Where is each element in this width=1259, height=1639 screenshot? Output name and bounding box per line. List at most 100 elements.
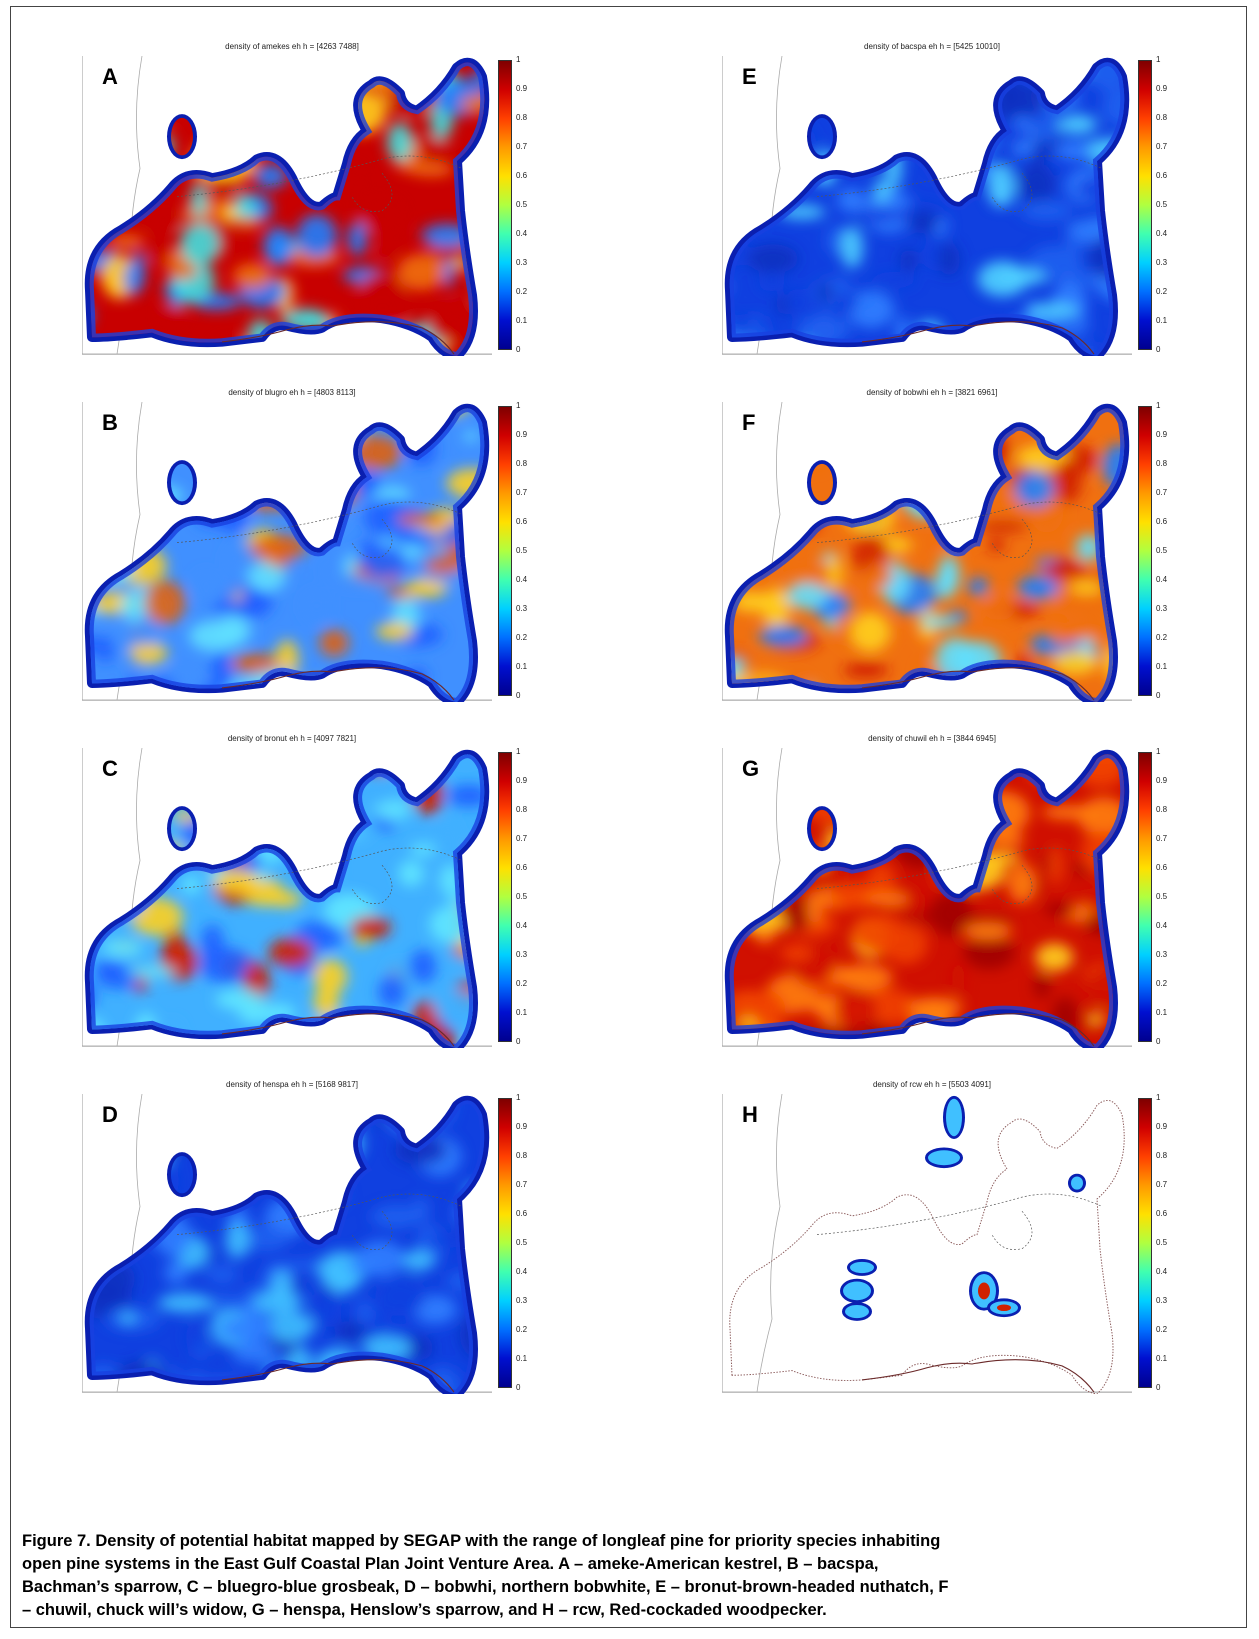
density-map (82, 748, 492, 1048)
colorbar-tick-label: 0.1 (516, 316, 528, 325)
colorbar-tick-label: 1 (1156, 1093, 1161, 1102)
map-panel-g: density of chuwil eh h = [3844 6945] G 1 0.… (722, 734, 1222, 1064)
colorbar-tick-label: 1 (516, 55, 521, 64)
colorbar-tick-label: 0.2 (516, 287, 528, 296)
colorbar-tick-label: 0.4 (516, 575, 528, 584)
colorbar-tick-label: 0.1 (516, 1008, 528, 1017)
colorbar-tick-label: 0.7 (1156, 142, 1168, 151)
colorbar-tick-label: 1 (1156, 401, 1161, 410)
colorbar-tick-label: 0.7 (516, 488, 528, 497)
colorbar-tick-label: 0.6 (516, 1209, 528, 1218)
colorbar-tick-label: 0.4 (516, 229, 528, 238)
panel-title: density of bronut eh h = [4097 7821] (227, 734, 357, 743)
colorbar-tick-label: 0.3 (1156, 950, 1168, 959)
density-map (722, 748, 1132, 1048)
colorbar-tick-label: 0.3 (516, 1296, 528, 1305)
density-map (722, 56, 1132, 356)
colorbar-tick-label: 0.4 (1156, 921, 1168, 930)
colorbar-tick-label: 0.3 (516, 604, 528, 613)
map-panel-a: density of amekes eh h = [4263 7488] A 1 0.… (82, 42, 582, 372)
density-map (722, 402, 1132, 702)
colorbar (498, 60, 512, 350)
colorbar-tick-label: 0.4 (1156, 229, 1168, 238)
colorbar-tick-label: 0.7 (516, 1180, 528, 1189)
panel-letter: B (102, 410, 118, 435)
colorbar-tick-label: 0.6 (1156, 863, 1168, 872)
map-panel-f: density of bobwhi eh h = [3821 6961] F 1 0.… (722, 388, 1222, 718)
colorbar-tick-label: 0 (1156, 1037, 1161, 1046)
panel-letter: C (102, 756, 118, 781)
colorbar (1138, 406, 1152, 696)
colorbar-tick-label: 0.2 (1156, 1325, 1168, 1334)
colorbar-tick-label: 0.2 (1156, 633, 1168, 642)
panel-letter: A (102, 64, 118, 89)
colorbar-tick-label: 1 (516, 401, 521, 410)
colorbar-tick-label: 0.8 (1156, 805, 1168, 814)
panel-letter: D (102, 1102, 118, 1127)
colorbar-tick-label: 0.8 (516, 459, 528, 468)
density-map (82, 56, 492, 356)
colorbar (498, 752, 512, 1042)
density-map (82, 402, 492, 702)
colorbar (1138, 1098, 1152, 1388)
panel-title: density of chuwil eh h = [3844 6945] (868, 734, 996, 743)
colorbar-tick-label: 0.6 (516, 171, 528, 180)
colorbar-tick-label: 0.5 (516, 892, 528, 901)
caption-line: Bachman’s sparrow, C – bluegro-blue gros… (22, 1578, 949, 1596)
map-panel-b: density of blugro eh h = [4803 8113] B 1 0.… (82, 388, 582, 718)
colorbar-tick-label: 0.6 (1156, 171, 1168, 180)
colorbar-tick-label: 0.9 (1156, 84, 1168, 93)
colorbar-tick-label: 0.4 (516, 921, 528, 930)
colorbar-tick-label: 0.1 (516, 662, 528, 671)
panel-title: density of rcw eh h = [5503 4091] (872, 1080, 992, 1089)
colorbar-tick-label: 0 (1156, 691, 1161, 700)
panel-title: density of henspa eh h = [5168 9817] (226, 1080, 358, 1089)
panel-letter: H (742, 1102, 758, 1127)
colorbar-tick-label: 0.5 (1156, 1238, 1168, 1247)
panel-letter: G (742, 756, 760, 781)
colorbar-tick-label: 0.5 (1156, 200, 1168, 209)
colorbar-tick-label: 0.8 (516, 805, 528, 814)
colorbar-tick-label: 0.9 (516, 430, 528, 439)
panel-title: density of bobwhi eh h = [3821 6961] (866, 388, 998, 397)
colorbar-tick-label: 0 (516, 691, 521, 700)
colorbar-tick-label: 0.5 (516, 200, 528, 209)
colorbar-tick-label: 0.8 (1156, 1151, 1168, 1160)
colorbar-tick-label: 0.3 (1156, 604, 1168, 613)
colorbar-tick-label: 0.7 (516, 834, 528, 843)
colorbar-tick-label: 0.3 (516, 258, 528, 267)
colorbar-tick-label: 0.7 (1156, 1180, 1168, 1189)
colorbar-tick-label: 0 (516, 345, 521, 354)
colorbar-tick-label: 0.3 (516, 950, 528, 959)
colorbar-tick-label: 0.3 (1156, 1296, 1168, 1305)
colorbar-tick-label: 0 (1156, 345, 1161, 354)
figure-caption: Figure 7. Density of potential habitat m… (22, 1530, 1232, 1622)
colorbar-tick-label: 0.2 (516, 633, 528, 642)
colorbar-tick-label: 0.6 (516, 517, 528, 526)
colorbar-tick-label: 0.8 (1156, 113, 1168, 122)
caption-line: – chuwil, chuck will’s widow, G – henspa… (22, 1601, 827, 1619)
colorbar-tick-label: 1 (516, 1093, 521, 1102)
colorbar-tick-label: 0.5 (1156, 892, 1168, 901)
colorbar-tick-label: 0.5 (516, 1238, 528, 1247)
colorbar-tick-label: 0.6 (516, 863, 528, 872)
caption-line: open pine systems in the East Gulf Coast… (22, 1555, 879, 1573)
colorbar-tick-label: 0.6 (1156, 1209, 1168, 1218)
colorbar-tick-label: 0.1 (1156, 662, 1168, 671)
colorbar (1138, 60, 1152, 350)
panel-title: density of bacspa eh h = [5425 10010] (864, 42, 1000, 51)
colorbar-tick-label: 0.5 (516, 546, 528, 555)
colorbar (498, 1098, 512, 1388)
colorbar-tick-label: 0.3 (1156, 258, 1168, 267)
panel-title: density of amekes eh h = [4263 7488] (225, 42, 359, 51)
colorbar-tick-label: 0.1 (1156, 316, 1168, 325)
colorbar-tick-label: 0.9 (516, 84, 528, 93)
colorbar-tick-label: 0.1 (516, 1354, 528, 1363)
colorbar-tick-label: 0.2 (1156, 287, 1168, 296)
colorbar-tick-label: 0.9 (1156, 430, 1168, 439)
density-map (722, 1094, 1132, 1394)
colorbar-tick-label: 0.9 (516, 1122, 528, 1131)
map-panel-c: density of bronut eh h = [4097 7821] C 1 0.… (82, 734, 582, 1064)
colorbar-tick-label: 0.7 (516, 142, 528, 151)
colorbar-tick-label: 0.8 (516, 113, 528, 122)
